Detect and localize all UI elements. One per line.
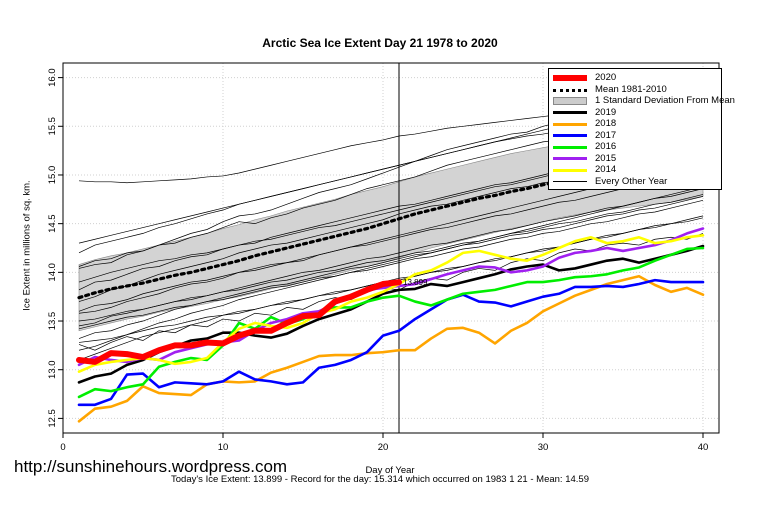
every-other-year-line [78, 196, 704, 339]
legend-item: 2017 [549, 130, 721, 142]
every-other-year-line [78, 194, 704, 322]
legend-label: Every Other Year [595, 175, 668, 187]
current-value-label: 13.899 [403, 278, 428, 287]
legend-label: 2017 [595, 129, 617, 141]
chart-title: Arctic Sea Ice Extent Day 21 1978 to 202… [262, 36, 498, 50]
series-line-2017 [77, 278, 705, 407]
x-tick-label: 20 [378, 442, 389, 453]
series-line-2020 [76, 279, 402, 365]
legend: 2020 Mean 1981-2010 1 Standard Deviation F… [548, 68, 735, 190]
footer-stats: Today's Ice Extent: 13.899 - Record for … [171, 474, 589, 485]
legend-item: 2018 [549, 118, 721, 130]
y-tick-label: 12.5 [47, 409, 58, 428]
y-tick-label: 14.0 [47, 263, 58, 282]
legend-swatch [553, 111, 587, 114]
legend-item: 2016 [549, 141, 721, 153]
every-other-year-line [78, 188, 704, 327]
x-tick-label: 0 [60, 442, 65, 453]
legend-swatch [553, 157, 587, 160]
legend-swatch [553, 97, 587, 105]
y-tick-label: 16.0 [47, 68, 58, 87]
x-tick-label: 40 [698, 442, 709, 453]
every-other-year-line [78, 172, 704, 312]
every-other-year-line [78, 186, 704, 351]
legend-label: 2015 [595, 152, 617, 164]
y-tick-label: 14.5 [47, 214, 58, 233]
x-tick-label: 10 [218, 442, 229, 453]
legend-swatch [553, 134, 587, 137]
legend-swatch [553, 75, 587, 81]
legend-item: 1 Standard Deviation From Mean [549, 95, 735, 107]
legend-swatch [553, 168, 587, 172]
legend-label: Mean 1981-2010 [595, 83, 667, 95]
legend-item: Mean 1981-2010 [549, 84, 721, 96]
y-tick-label: 15.5 [47, 117, 58, 136]
y-tick-label: 15.0 [47, 166, 58, 185]
legend-swatch [553, 181, 587, 182]
legend-label: 2018 [595, 118, 617, 129]
legend-label: 2016 [595, 141, 617, 152]
y-tick-label: 13.0 [47, 360, 58, 379]
watermark-url: http://sunshinehours.wordpress.com [14, 457, 288, 476]
legend-item: 2020 [549, 72, 721, 84]
series-line-2016 [77, 246, 705, 399]
legend-label: 2014 [595, 164, 617, 175]
legend-swatch [553, 145, 587, 149]
y-tick-label: 13.5 [47, 312, 58, 331]
plot-border [62, 62, 720, 434]
legend-item: 2014 [549, 164, 721, 176]
legend-item: Every Other Year [549, 176, 721, 188]
x-tick-label: 30 [538, 442, 549, 453]
y-axis-label: Ice Extent in millions of sq. km. [21, 180, 33, 311]
x-axis-label: Day of Year [365, 465, 415, 476]
legend-item: 2015 [549, 153, 721, 165]
legend-label: 2019 [595, 106, 617, 118]
series-line-2014 [77, 234, 705, 373]
legend-item: 2019 [549, 107, 721, 119]
every-other-year-line [78, 199, 704, 330]
legend-swatch [553, 122, 587, 126]
legend-label: 2020 [595, 72, 617, 83]
legend-swatch [553, 88, 587, 92]
legend-label: 1 Standard Deviation From Mean [595, 95, 735, 106]
